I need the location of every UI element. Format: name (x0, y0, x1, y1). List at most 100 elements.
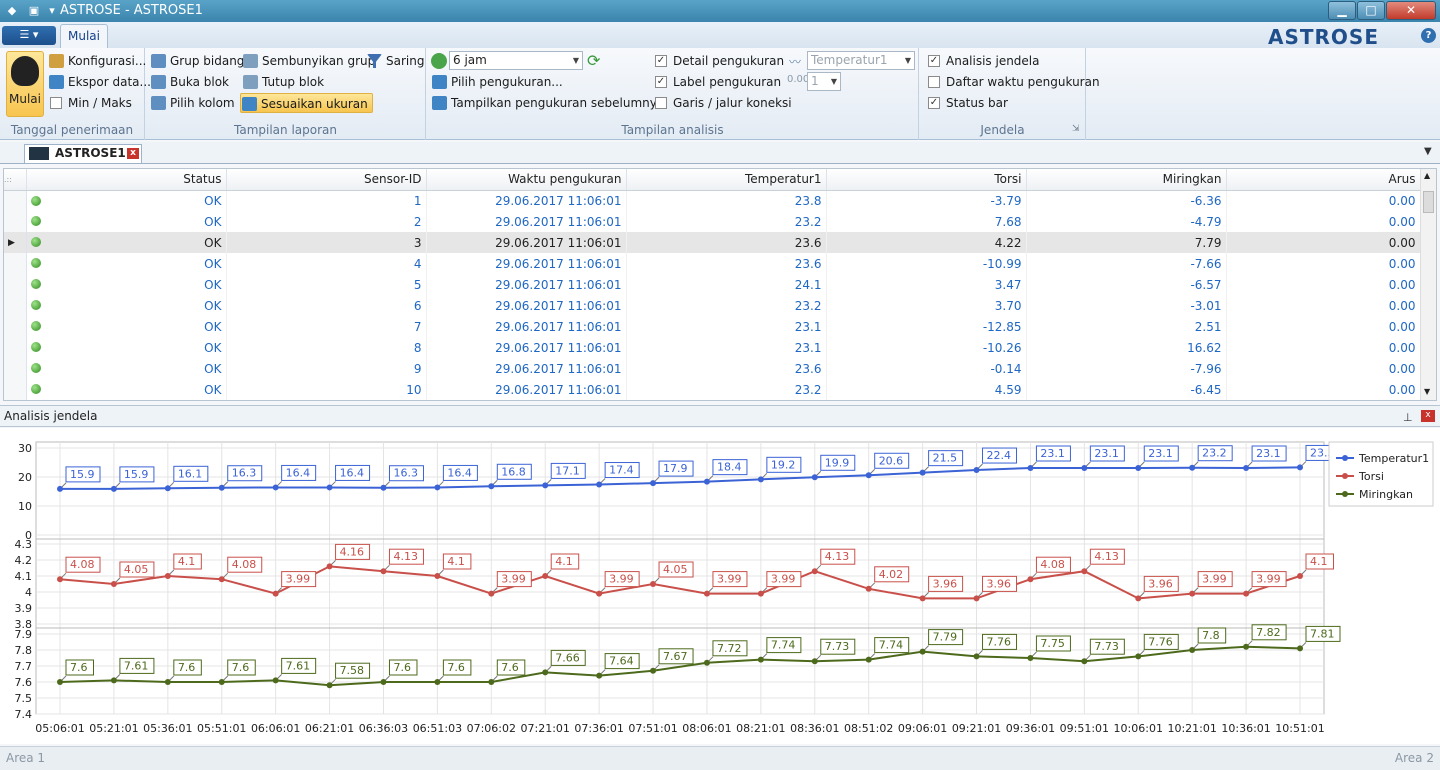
scrollbar-thumb[interactable] (1423, 191, 1434, 213)
refresh-icon[interactable]: ⟳ (587, 51, 601, 70)
pilih-pengukuran-button[interactable]: Pilih pengukuran... (431, 72, 563, 92)
data-point[interactable] (110, 581, 117, 587)
data-point[interactable] (57, 576, 63, 583)
data-point[interactable] (757, 590, 764, 597)
label-pengukuran-checkbox[interactable]: ✓ Label pengukuran (655, 75, 782, 89)
grup-bidang-button[interactable]: Grup bidang (150, 51, 244, 71)
mulai-button[interactable]: Mulai (6, 51, 44, 117)
data-point[interactable] (596, 590, 603, 597)
status-bar-checkbox[interactable]: ✓ Status bar (928, 96, 1008, 110)
data-point[interactable] (1027, 576, 1034, 583)
data-point[interactable] (488, 679, 495, 685)
data-point[interactable] (973, 595, 980, 602)
data-point[interactable] (1243, 465, 1250, 472)
table-row[interactable]: OK 4 29.06.2017 11:06:01 23.6 -10.99 -7.66 0.0… (4, 253, 1421, 274)
data-point[interactable] (1135, 595, 1142, 602)
data-point[interactable] (326, 682, 333, 689)
period-select[interactable]: 6 jam ▼ (449, 51, 583, 70)
data-point[interactable] (596, 481, 603, 488)
column-header-waktu[interactable]: Waktu pengukuran (426, 169, 627, 191)
data-point[interactable] (1027, 465, 1034, 472)
data-point[interactable] (757, 656, 764, 663)
data-point[interactable] (272, 484, 279, 491)
data-point[interactable] (164, 485, 171, 492)
sembunyikan-grup-button[interactable]: Sembunyikan grup (242, 51, 375, 71)
data-point[interactable] (703, 659, 710, 666)
row-selector[interactable]: ▶ (4, 232, 27, 253)
data-point[interactable] (1081, 568, 1088, 575)
column-header-arus[interactable]: Arus (1226, 169, 1421, 191)
garis-koneksi-checkbox[interactable]: Garis / jalur koneksi (653, 93, 792, 113)
data-point[interactable] (326, 563, 333, 570)
dialog-launcher-icon[interactable]: ⇲ (1072, 124, 1080, 134)
data-point[interactable] (811, 568, 818, 575)
document-tab-astrose1[interactable]: ASTROSE1 x (24, 144, 142, 163)
data-point[interactable] (650, 667, 657, 674)
row-selector[interactable] (4, 190, 27, 211)
pin-icon[interactable]: ⊥ (1403, 411, 1413, 424)
row-selector[interactable] (4, 253, 27, 274)
data-point[interactable] (218, 484, 225, 491)
data-point[interactable] (110, 485, 117, 492)
data-point[interactable] (919, 648, 926, 655)
data-point[interactable] (1243, 643, 1250, 650)
data-point[interactable] (703, 590, 710, 597)
row-selector[interactable] (4, 295, 27, 316)
table-row[interactable]: OK 5 29.06.2017 11:06:01 24.1 3.47 -6.57 0.00 (4, 274, 1421, 295)
saring-button[interactable]: Saring (366, 51, 424, 71)
data-point[interactable] (865, 656, 872, 663)
data-point[interactable] (596, 672, 603, 679)
data-point[interactable] (919, 595, 926, 602)
data-point[interactable] (1135, 465, 1142, 472)
app-menu-button[interactable]: ☰ ▾ (2, 26, 56, 45)
column-header-torsi[interactable]: Torsi (826, 169, 1027, 191)
data-point[interactable] (110, 677, 117, 684)
data-point[interactable] (650, 480, 657, 487)
data-point[interactable] (380, 484, 387, 491)
data-point[interactable] (1189, 464, 1196, 471)
data-point[interactable] (434, 679, 441, 685)
column-header-miringkan[interactable]: Miringkan (1026, 169, 1227, 191)
data-point[interactable] (919, 469, 926, 476)
ekspor-data-button[interactable]: Ekspor data... (48, 72, 151, 92)
analisis-jendela-checkbox[interactable]: ✓ Analisis jendela (928, 54, 1040, 68)
column-header-sensor-id[interactable]: Sensor-ID (226, 169, 427, 191)
data-point[interactable] (488, 483, 495, 490)
tutup-blok-button[interactable]: Tutup blok (242, 72, 324, 92)
help-icon[interactable]: ? (1421, 28, 1436, 43)
maximize-button[interactable]: □ (1357, 1, 1385, 20)
row-selector[interactable] (4, 211, 27, 232)
close-tab-icon[interactable]: x (127, 148, 139, 159)
close-button[interactable]: ✕ (1386, 1, 1436, 20)
data-point[interactable] (1297, 573, 1303, 579)
data-point[interactable] (326, 484, 333, 491)
data-point[interactable] (380, 679, 387, 685)
scroll-down-icon[interactable]: ▼ (1424, 387, 1431, 396)
table-row[interactable]: OK 2 29.06.2017 11:06:01 23.2 7.68 -4.79 0.00 (4, 211, 1421, 232)
table-row[interactable]: OK 10 29.06.2017 11:06:01 23.2 4.59 -6.45 0.00 (4, 379, 1421, 400)
data-point[interactable] (865, 585, 872, 592)
data-point[interactable] (1081, 465, 1088, 472)
column-header-temperatur1[interactable]: Temperatur1 (626, 169, 827, 191)
data-point[interactable] (1243, 590, 1250, 597)
buka-blok-button[interactable]: Buka blok (150, 72, 229, 92)
data-point[interactable] (57, 679, 63, 685)
data-point[interactable] (650, 581, 657, 587)
data-point[interactable] (1297, 464, 1303, 471)
table-row[interactable]: OK 9 29.06.2017 11:06:01 23.6 -0.14 -7.96 0.00 (4, 358, 1421, 379)
data-point[interactable] (757, 476, 764, 483)
konfigurasi-button[interactable]: Konfigurasi... (48, 51, 146, 71)
data-point[interactable] (1135, 653, 1142, 660)
data-point[interactable] (164, 573, 171, 579)
data-point[interactable] (218, 576, 225, 583)
detail-pengukuran-checkbox[interactable]: ✓ Detail pengukuran (655, 54, 785, 68)
scroll-up-icon[interactable]: ▲ (1424, 171, 1431, 180)
data-point[interactable] (434, 484, 441, 491)
data-point[interactable] (57, 485, 63, 492)
data-point[interactable] (488, 590, 495, 597)
data-point[interactable] (272, 677, 279, 684)
parameter-select[interactable]: Temperatur1 ▼ (807, 51, 915, 70)
data-point[interactable] (218, 679, 225, 685)
data-point[interactable] (434, 573, 441, 579)
data-point[interactable] (703, 478, 710, 485)
